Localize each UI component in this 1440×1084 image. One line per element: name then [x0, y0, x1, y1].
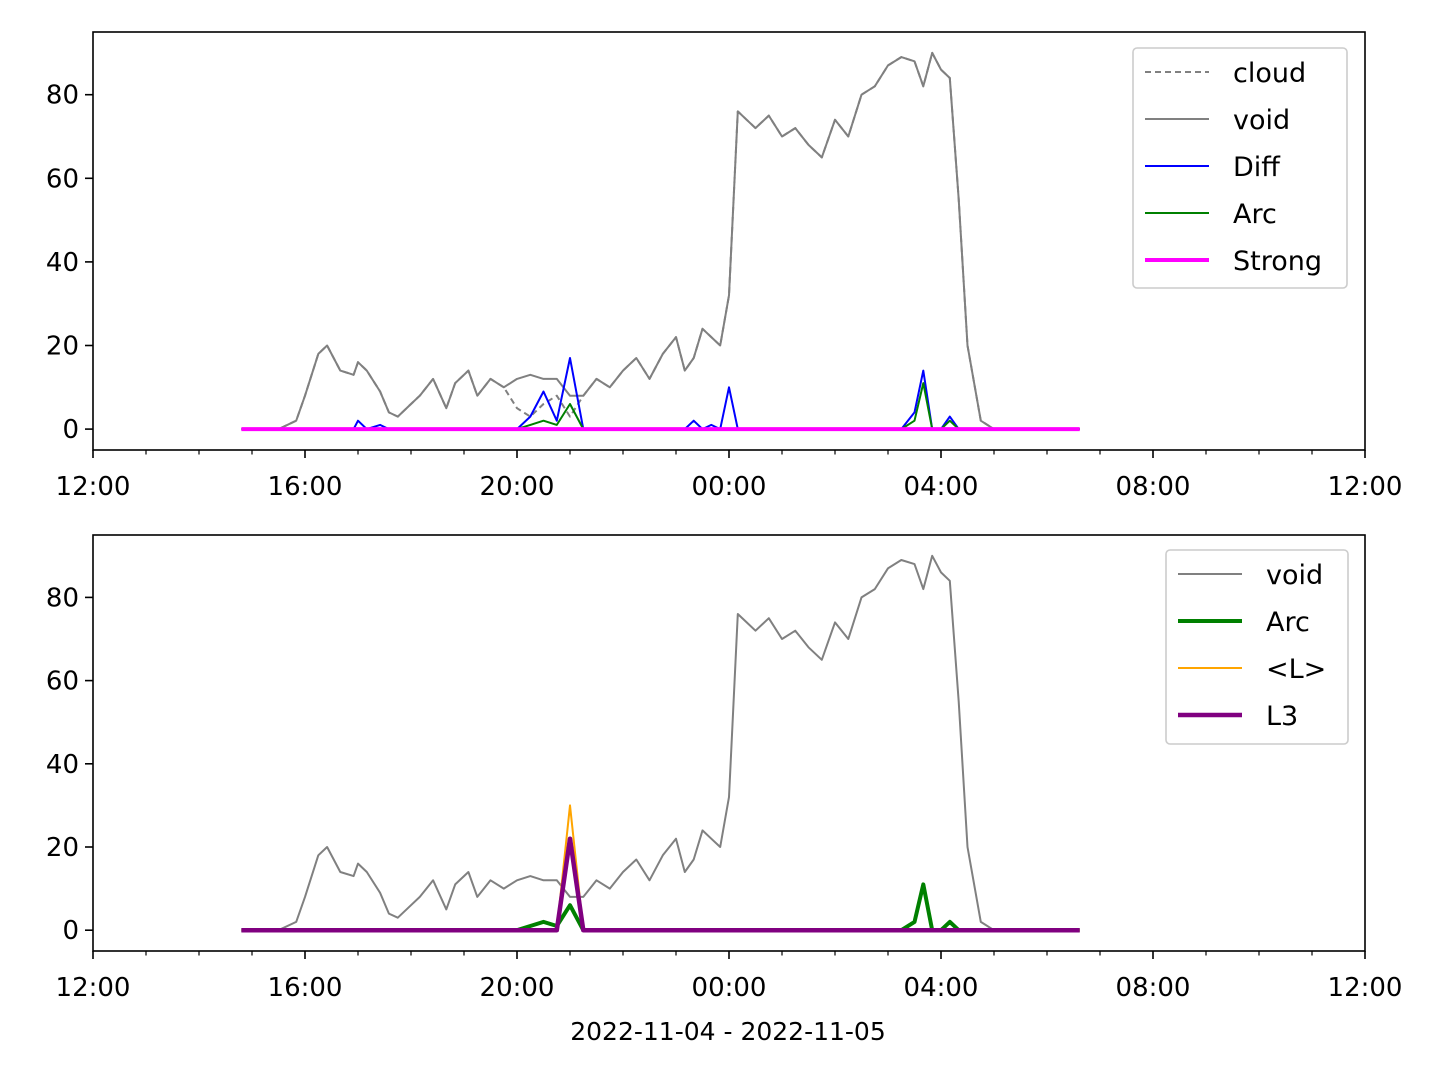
y-tick-label: 40 [46, 750, 79, 780]
x-tick-label: 04:00 [904, 973, 979, 1003]
legend-label: cloud [1233, 58, 1306, 89]
legend: void Arc <L> L3 [1165, 549, 1349, 745]
y-tick-label: 20 [46, 332, 79, 362]
legend-label: void [1266, 560, 1323, 591]
y-tick-label: 60 [46, 164, 79, 194]
legend-label: Arc [1233, 199, 1277, 230]
y-tick-label: 0 [62, 916, 79, 946]
legend-box [1132, 47, 1348, 289]
legend-box [1165, 549, 1349, 745]
x-tick-label: 04:00 [904, 472, 979, 502]
x-tick-label: 00:00 [692, 472, 767, 502]
series-line-arc [241, 882, 1080, 933]
chart-panel-1: 0 20 40 60 80 12:00 16:00 20:00 00:00 04:00 08:00 1… [46, 31, 1403, 502]
series-line-void [241, 51, 1080, 431]
y-tick-label: 0 [62, 415, 79, 445]
legend-label: void [1233, 105, 1290, 136]
series-line-void [241, 554, 1080, 932]
y-tick-label: 80 [46, 583, 79, 613]
legend-label: Arc [1266, 607, 1310, 638]
y-tick-label: 40 [46, 248, 79, 278]
legend: cloud void Diff Arc Strong [1132, 47, 1348, 289]
y-tick-label: 20 [46, 833, 79, 863]
x-tick-label: 20:00 [480, 973, 555, 1003]
x-tick-label: 16:00 [268, 973, 343, 1003]
legend-label: L3 [1266, 701, 1298, 732]
x-tick-label: 00:00 [692, 973, 767, 1003]
series-line-diff [241, 357, 1080, 431]
x-tick-label: 08:00 [1116, 472, 1191, 502]
y-tick-label: 80 [46, 81, 79, 111]
x-tick-label: 12:00 [1328, 973, 1403, 1003]
legend-label: Strong [1233, 246, 1322, 277]
series-line-l3 [241, 836, 1080, 933]
x-tick-label: 16:00 [268, 472, 343, 502]
x-tick-label: 12:00 [56, 973, 131, 1003]
x-axis-label: 2022-11-04 - 2022-11-05 [570, 1017, 886, 1046]
y-tick-label: 60 [46, 667, 79, 697]
series-line-l [241, 804, 1080, 932]
x-tick-label: 20:00 [480, 472, 555, 502]
legend-label: <L> [1266, 654, 1326, 685]
x-tick-label: 12:00 [56, 472, 131, 502]
legend-label: Diff [1233, 152, 1281, 183]
chart-panel-2: 0 20 40 60 80 12:00 16:00 20:00 00:00 04:00 08:00 1… [46, 534, 1403, 1003]
x-tick-label: 12:00 [1328, 472, 1403, 502]
x-tick-label: 08:00 [1116, 973, 1191, 1003]
